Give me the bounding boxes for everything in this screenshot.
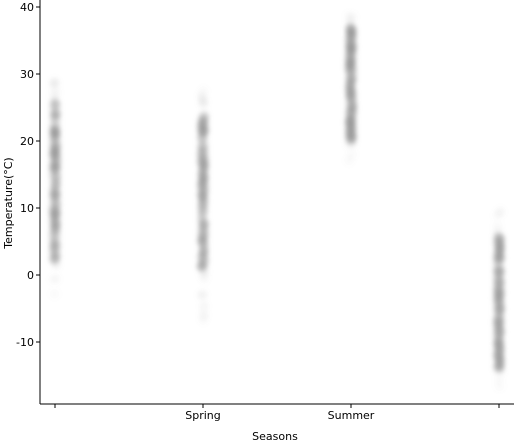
data-point [198,237,209,248]
data-point [199,310,209,320]
data-point [344,102,355,113]
y-tick-label: 20 [20,135,34,148]
data-point [51,113,62,124]
data-point [199,226,210,237]
data-point [49,191,60,202]
data-point [49,89,59,99]
data-point [495,290,506,301]
data-point [199,273,209,283]
x-axis-title: Seasons [252,430,298,443]
data-point [48,252,59,263]
x-axis-ticks: Spring Summer [54,404,500,422]
data-point [51,161,62,172]
x-tick-label: Spring [185,409,221,422]
data-point [50,289,60,299]
y-tick-label: 10 [20,202,34,215]
y-tick-label: 30 [20,68,34,81]
data-point [198,99,208,109]
data-point [344,119,355,130]
data-point [198,117,209,128]
data-point [51,222,62,233]
data-point [495,248,506,259]
data-point [494,363,505,374]
data-point [51,274,61,284]
data-point [196,155,207,166]
data-point [49,244,60,255]
data-point [197,126,208,137]
data-point [198,182,209,193]
x-tick-label: Summer [328,409,375,422]
data-point [495,208,505,218]
data-point [51,135,62,146]
data-point [198,207,209,218]
data-point [347,150,357,160]
series-points [196,99,210,320]
data-point [345,77,356,88]
series-points [48,89,62,299]
data-point [347,12,357,22]
plot-area [48,12,506,384]
data-point [197,146,208,157]
data-point [199,174,210,185]
data-point [197,254,208,265]
y-tick-label: 40 [20,1,34,14]
data-point [494,304,505,315]
data-point [494,374,504,384]
data-point [48,126,59,137]
data-point [50,180,61,191]
data-point [493,336,504,347]
data-point [197,191,208,202]
y-tick-label: 0 [27,269,34,282]
series-points [344,12,358,160]
data-point [345,92,356,103]
y-tick-label: -10 [16,336,34,349]
data-point [345,63,356,74]
data-point [494,269,505,280]
data-point [344,24,355,35]
data-point [346,135,357,146]
data-point [48,104,59,115]
data-point [49,147,60,158]
data-point [495,315,506,326]
y-axis-title: Temperature(°C) [2,157,15,249]
data-point [345,43,356,54]
data-point [492,351,503,362]
data-point [344,110,355,121]
data-point [199,218,210,229]
series-points [492,208,506,384]
data-point [347,139,357,149]
data-point [48,172,59,183]
y-axis-ticks: -10 0 10 20 30 40 [16,1,40,349]
data-point [198,289,208,299]
data-point [196,262,207,273]
data-point [494,228,504,238]
